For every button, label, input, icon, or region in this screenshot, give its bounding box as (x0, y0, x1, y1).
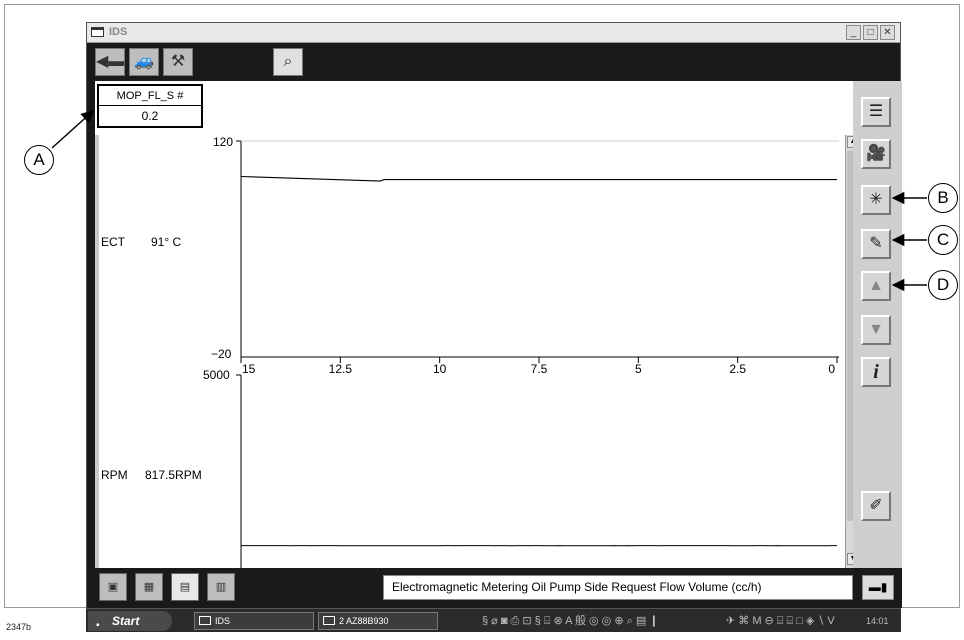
x-tick-label: 12.5 (329, 362, 353, 376)
x-tick-label: 2.5 (729, 362, 746, 376)
connector-icon: ◀▬ (96, 53, 125, 70)
pid-name: MOP_FL_S # (99, 86, 201, 106)
main-content: MOP_FL_S # 0.2 120 ECT 91° C −20 5000 RP… (95, 81, 891, 568)
clear-button[interactable]: ✐ (861, 491, 891, 521)
rpm-label: RPM (101, 468, 128, 482)
scroll-down-button[interactable]: ▼ (861, 315, 891, 345)
graph-view-button[interactable]: ▤ (171, 573, 199, 601)
scroll-up-button[interactable]: ▲ (861, 271, 891, 301)
grid-icon: ▦ (143, 581, 155, 593)
graph-icon: ▤ (179, 581, 191, 593)
x-tick-label: 0 (828, 362, 835, 376)
title-bar: IDS _ □ ✕ (87, 23, 900, 43)
list-view-button[interactable]: ☰ (861, 97, 891, 127)
x-tick-label: 15 (242, 362, 256, 376)
toolbox-tab[interactable]: ⚒ (163, 48, 193, 76)
x-tick-label: 5 (635, 362, 642, 376)
taskbar-item-ids[interactable]: IDS (194, 612, 314, 630)
ect-y-max: 120 (213, 135, 234, 149)
taskbar-clock: 14:01 (866, 616, 889, 626)
ect-value: 91° C (151, 235, 182, 249)
window-title: IDS (109, 26, 128, 38)
snapshot-button[interactable]: ✎ (861, 229, 891, 259)
pid-value: 0.2 (141, 109, 159, 123)
pid-selector[interactable]: MOP_FL_S # 0.2 (97, 84, 203, 128)
quick-launch-tray[interactable]: § ⌀ ◙ ⎙ ⊡ § ⌸ ⊗ A 般 ◎ ◎ ⊕ ⌕ ▤ ❙ (482, 615, 659, 627)
ect-series-line (240, 175, 837, 182)
battery-icon: ▬▮ (868, 580, 888, 594)
maximize-button[interactable]: □ (863, 25, 878, 40)
pid-list-button[interactable]: ▦ (135, 573, 163, 601)
ect-label: ECT (101, 235, 125, 249)
plot-area: 120 ECT 91° C −20 5000 RPM 817.5RPM 15 12… (99, 135, 845, 568)
taskbar-item-label: 2 AZ88B930 (339, 616, 389, 626)
table-icon: ▥ (215, 581, 227, 593)
arrow-up-icon: ▲ (868, 277, 884, 294)
asterisk-icon: ✳ (869, 191, 883, 208)
arrow-down-icon: ▼ (868, 321, 884, 338)
right-toolbar: ☰ 🎥 ✳ ✎ ▲ ▼ i ✐ (853, 81, 902, 568)
top-toolbar: ◀▬ 🚙 ⚒ ⌕ (87, 44, 900, 80)
system-tray[interactable]: ✈ ⌘ M ⊖ ⌸ ⌸ □ ◈ ∖ V (726, 615, 835, 627)
datalogger-tab[interactable]: ⌕ (273, 48, 303, 76)
graph-panel: 120 ECT 91° C −20 5000 RPM 817.5RPM 15 12… (95, 135, 845, 568)
taskbar-item-label: IDS (215, 616, 231, 626)
pid-description: Electromagnetic Metering Oil Pump Side R… (383, 575, 853, 600)
record-button[interactable]: 🎥 (861, 139, 891, 169)
vehicle-tab[interactable]: 🚙 (129, 48, 159, 76)
x-tick-label: 10 (433, 362, 447, 376)
monitor-icon: ▣ (107, 581, 119, 593)
rpm-value: 817.5RPM (145, 468, 202, 482)
rpm-y-max: 5000 (203, 368, 230, 382)
callout-d: D (928, 270, 958, 300)
info-icon: i (873, 361, 879, 383)
vehicle-icon: 🚙 (134, 53, 154, 70)
window-icon (199, 616, 211, 625)
brush-icon: ✐ (869, 497, 883, 514)
start-button[interactable]: ▪ Start (88, 611, 172, 631)
windows-logo-icon: ▪ (96, 620, 100, 631)
status-action-button[interactable]: ▬▮ (862, 575, 894, 600)
datalogger-icon: ⌕ (283, 53, 293, 70)
connector-tab[interactable]: ◀▬ (95, 48, 125, 76)
table-view-button[interactable]: ▥ (207, 573, 235, 601)
window-icon (323, 616, 335, 625)
taskbar-item-az[interactable]: 2 AZ88B930 (318, 612, 438, 630)
info-button[interactable]: i (861, 357, 891, 387)
start-label: Start (112, 614, 140, 628)
figure-id: 2347b (6, 622, 32, 632)
toolbox-icon: ⚒ (170, 53, 186, 70)
callout-c: C (928, 225, 958, 255)
windows-taskbar: ▪ Start IDS 2 AZ88B930 § ⌀ ◙ ⎙ ⊡ § ⌸ ⊗ A … (86, 608, 901, 632)
callout-a: A (24, 145, 54, 175)
window-icon (91, 27, 104, 37)
view-select-button[interactable]: ▣ (99, 573, 127, 601)
ids-window: IDS _ □ ✕ ◀▬ 🚙 ⚒ ⌕ MOP_FL_S # 0.2 120 EC… (86, 22, 902, 608)
trend-chart: 15 12.5 10 7.5 5 2.5 0 (236, 140, 839, 568)
minimize-button[interactable]: _ (846, 25, 861, 40)
callout-b: B (928, 183, 958, 213)
ect-y-min: −20 (211, 347, 232, 361)
x-tick-label: 7.5 (531, 362, 548, 376)
camera-icon: 🎥 (866, 145, 886, 162)
list-icon: ☰ (868, 103, 884, 120)
hand-icon: ✎ (869, 235, 883, 252)
trigger-off-button[interactable]: ✳ (861, 185, 891, 215)
close-button[interactable]: ✕ (880, 25, 895, 40)
bottom-bar: ▣ ▦ ▤ ▥ Electromagnetic Metering Oil Pum… (87, 568, 902, 608)
